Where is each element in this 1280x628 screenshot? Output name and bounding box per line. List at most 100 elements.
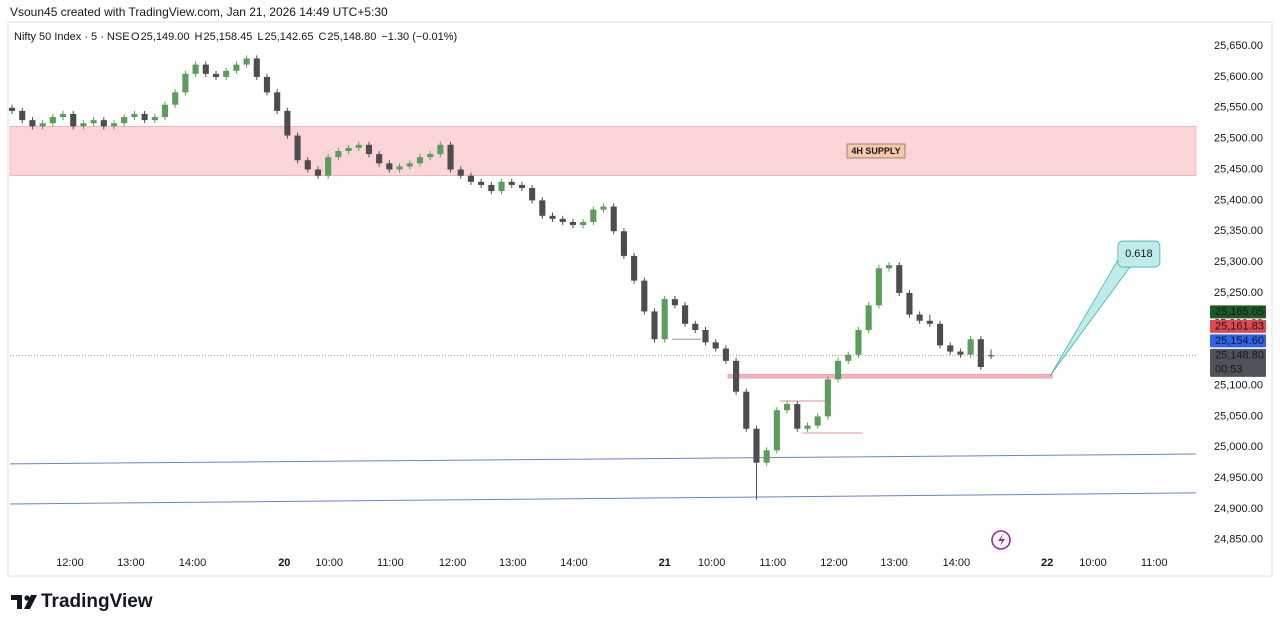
x-tick-label: 13:00 — [499, 557, 527, 569]
zone — [9, 126, 1197, 176]
x-tick-label: 11:00 — [377, 557, 404, 569]
y-tick-label: 25,350.00 — [1214, 225, 1263, 237]
candle-body — [539, 200, 546, 216]
candle-body — [620, 231, 627, 256]
candle-body — [600, 206, 607, 210]
candle-body — [763, 450, 770, 463]
candle-body — [549, 215, 556, 219]
ohlc-value: 25,149.00 — [141, 31, 190, 43]
candle-body — [141, 113, 148, 121]
symbol: Nifty 50 Index · 5 · NSE — [14, 31, 130, 43]
candle-body — [376, 154, 383, 164]
candle-body — [488, 184, 495, 192]
candle-body — [355, 144, 362, 148]
ohlc-key: L — [257, 31, 263, 43]
callout-box — [1117, 240, 1161, 268]
candle-body — [631, 255, 638, 281]
x-tick-label: 14:00 — [943, 557, 971, 569]
y-tick-label: 25,100.00 — [1214, 379, 1263, 391]
candle-body — [967, 339, 974, 355]
zone — [727, 374, 1053, 379]
brand: TradingView — [41, 591, 153, 612]
candle-body — [743, 391, 750, 429]
x-tick-label: 11:00 — [1141, 557, 1168, 569]
candle-body — [875, 268, 882, 306]
candle-body — [559, 218, 566, 222]
candle-body — [947, 345, 954, 352]
candle-body — [314, 169, 322, 176]
candle-body — [508, 181, 515, 185]
candle-body — [396, 166, 403, 170]
x-tick-label: 20 — [278, 557, 290, 569]
ohlc-value: 25,142.65 — [265, 31, 314, 43]
price-label-box — [1210, 319, 1266, 333]
candle-body — [294, 135, 301, 161]
candle-body — [722, 348, 729, 361]
candle-body — [712, 342, 719, 349]
x-tick-label: 10:00 — [315, 557, 343, 569]
change: −1.30 (−0.01%) — [381, 31, 457, 43]
candle-body — [641, 280, 648, 312]
candle-body — [90, 120, 97, 124]
candle-body — [39, 123, 46, 127]
logo — [11, 595, 37, 609]
candle-body — [212, 73, 220, 77]
price-label: 25,165.05 — [1215, 306, 1264, 318]
candle-body — [977, 339, 984, 368]
ohlc-key: C — [318, 31, 326, 43]
candle-body — [345, 147, 352, 151]
y-tick-label: 25,500.00 — [1214, 133, 1263, 145]
attribution: Vsoun45 created with TradingView.com, Ja… — [10, 5, 388, 19]
x-tick-label: 14:00 — [179, 557, 207, 569]
candle-body — [437, 144, 444, 155]
candle-body — [274, 92, 281, 111]
candle-body — [263, 76, 271, 93]
y-tick-label: 25,450.00 — [1214, 163, 1263, 175]
candle-body — [427, 154, 434, 158]
candle-body — [182, 73, 189, 93]
candle-body — [916, 314, 923, 321]
candle-body — [529, 188, 536, 201]
candle-body — [651, 311, 658, 340]
candle-body — [478, 181, 485, 185]
candle-body — [304, 160, 311, 170]
candle-body — [172, 92, 179, 105]
callout-text: 0.618 — [1125, 248, 1153, 260]
zone-label: 4H SUPPLY — [851, 146, 900, 156]
candle-body — [192, 64, 199, 74]
candle-body — [29, 120, 36, 127]
candle-body — [80, 123, 87, 127]
x-tick-label: 11:00 — [759, 557, 786, 569]
candle-body — [773, 410, 780, 451]
price-label: 25,154.60 — [1215, 335, 1264, 347]
drawn-line — [9, 453, 1197, 465]
candle-body — [161, 104, 169, 118]
ohlc-value: 25,158.45 — [203, 31, 252, 43]
candle-body — [325, 157, 332, 176]
y-tick-label: 25,050.00 — [1214, 410, 1263, 422]
candle-body — [121, 117, 128, 124]
candle-body — [753, 428, 760, 463]
x-tick-label: 13:00 — [880, 557, 908, 569]
candle-body — [784, 404, 791, 411]
y-tick-label: 24,900.00 — [1214, 503, 1263, 515]
candle-body — [131, 113, 138, 118]
x-tick-label: 22 — [1041, 557, 1053, 569]
y-tick-label: 25,300.00 — [1214, 256, 1263, 268]
candle-body — [580, 221, 587, 226]
candle-body — [926, 320, 933, 324]
price-label-box — [1210, 305, 1266, 319]
candle-body — [100, 120, 107, 127]
candle-body — [896, 265, 903, 293]
candle-body — [814, 416, 821, 426]
candle-body — [243, 58, 250, 65]
candle-body — [590, 209, 597, 222]
y-tick-label: 25,550.00 — [1214, 102, 1263, 114]
candle-body — [518, 184, 525, 189]
candle-body — [49, 117, 56, 124]
candle-body — [671, 299, 678, 306]
candle-body — [467, 175, 474, 182]
ohlc-key: H — [195, 31, 203, 43]
